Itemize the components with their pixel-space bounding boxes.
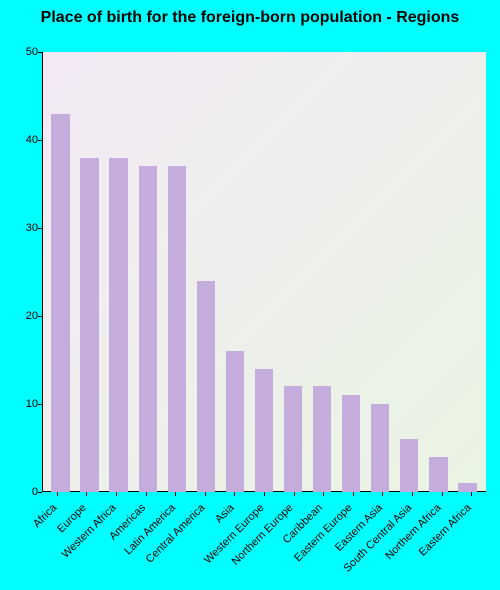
bar [400,439,418,492]
plot-wrap: 01020304050 [42,52,486,492]
x-tick-mark [471,492,472,496]
y-tick-label: 50 [12,46,38,58]
y-tick-label: 40 [12,134,38,146]
bar [197,281,215,492]
y-tick-mark [38,228,42,229]
y-tick-mark [38,52,42,53]
x-labels-group: AfricaEuropeWestern AfricaAmericasLatin … [42,494,486,584]
bar [313,386,331,492]
bar [342,395,360,492]
bar [255,369,273,492]
x-tick-mark [412,492,413,496]
bar [51,114,69,492]
x-tick-mark [175,492,176,496]
y-tick-mark [38,140,42,141]
x-tick-mark [57,492,58,496]
x-tick-mark [442,492,443,496]
x-tick-mark [234,492,235,496]
x-tick-mark [323,492,324,496]
bars-group [42,52,486,492]
y-tick-label: 0 [12,486,38,498]
bar [139,166,157,492]
bar [284,386,302,492]
y-tick-label: 30 [12,222,38,234]
x-tick-mark [382,492,383,496]
bar [371,404,389,492]
y-tick-mark [38,316,42,317]
x-tick-mark [205,492,206,496]
bar [429,457,447,492]
chart-container: Place of birth for the foreign-born popu… [0,0,500,590]
plot-area: 01020304050 [42,52,486,492]
y-tick-label: 10 [12,398,38,410]
bar [80,158,98,492]
x-tick-mark [294,492,295,496]
y-tick-label: 20 [12,310,38,322]
bar [109,158,127,492]
x-tick-mark [264,492,265,496]
x-tick-mark [146,492,147,496]
y-tick-mark [38,492,42,493]
x-tick-mark [353,492,354,496]
chart-title: Place of birth for the foreign-born popu… [0,8,500,27]
bar [226,351,244,492]
x-tick-label: Asia [213,502,237,526]
y-tick-mark [38,404,42,405]
x-tick-mark [116,492,117,496]
x-tick-mark [86,492,87,496]
bar [168,166,186,492]
bar [458,483,476,492]
